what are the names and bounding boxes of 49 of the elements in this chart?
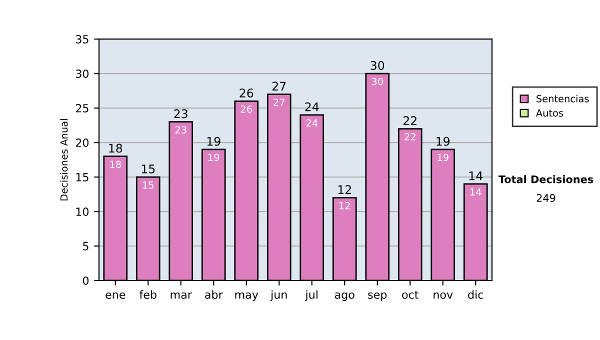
- y-tick-label: 20: [76, 138, 89, 147]
- x-tick-label: sep: [368, 292, 387, 301]
- total-label: 19: [436, 136, 450, 146]
- text: 249: [536, 194, 556, 202]
- text: Total Decisiones: [498, 175, 594, 184]
- x-tick-label: nov: [434, 292, 453, 299]
- y-axis-title: Decisiones Anual: [60, 119, 68, 200]
- total-label: 30: [370, 60, 384, 70]
- total-label: 23: [174, 109, 188, 118]
- legend-label: Sentencias: [536, 94, 589, 102]
- total-label: 22: [403, 116, 416, 125]
- data-label: 30: [372, 78, 383, 86]
- x-tick-label: mar: [170, 292, 192, 299]
- x-tick-label: dic: [468, 290, 484, 299]
- x-tick-label: abr: [205, 290, 223, 299]
- legend-label: Autos: [536, 109, 564, 117]
- total-label: 18: [109, 144, 122, 153]
- data-label: 14: [470, 188, 482, 196]
- data-label: 19: [208, 154, 220, 162]
- total-label: 24: [305, 102, 319, 112]
- y-tick-label: 30: [76, 70, 89, 78]
- x-tick-label: oct: [402, 290, 418, 299]
- total-label: 15: [142, 164, 155, 174]
- x-tick-label: jul: [305, 290, 318, 301]
- total-label: 14: [469, 172, 482, 180]
- y-tick-label: 0: [82, 276, 89, 285]
- data-label: 19: [438, 154, 448, 162]
- data-label: 22: [404, 133, 416, 140]
- data-label: 18: [110, 160, 121, 168]
- x-tick-label: feb: [139, 290, 156, 299]
- x-tick-label: jun: [270, 290, 287, 301]
- data-label: 27: [274, 98, 284, 106]
- y-tick-label: 15: [76, 173, 88, 182]
- x-tick-label: may: [235, 292, 258, 301]
- x-tick-label: ago: [334, 292, 354, 301]
- y-tick-label: 25: [76, 104, 88, 112]
- y-tick-label: 10: [76, 208, 89, 216]
- y-tick-label: 35: [76, 35, 88, 44]
- data-label: 24: [306, 119, 318, 126]
- data-label: 12: [340, 202, 350, 210]
- data-label: 15: [143, 181, 154, 189]
- data-label: 26: [240, 105, 252, 113]
- total-label: 27: [272, 82, 286, 90]
- y-tick-label: 5: [83, 242, 88, 250]
- total-label: 12: [338, 185, 351, 194]
- x-tick-label: ene: [106, 292, 126, 299]
- data-label: 23: [175, 126, 186, 134]
- total-label: 26: [240, 88, 254, 98]
- total-label: 19: [207, 136, 220, 146]
